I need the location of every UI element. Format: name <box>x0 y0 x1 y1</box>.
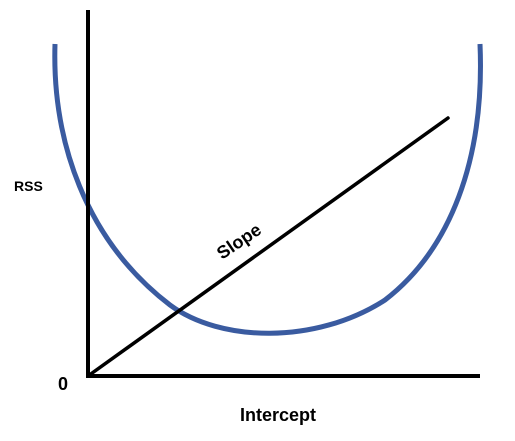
slope-line <box>88 118 448 376</box>
origin-label: 0 <box>58 374 68 394</box>
y-axis-label: RSS <box>14 178 43 194</box>
rss-curve <box>55 44 481 333</box>
x-axis-label: Intercept <box>240 405 316 425</box>
